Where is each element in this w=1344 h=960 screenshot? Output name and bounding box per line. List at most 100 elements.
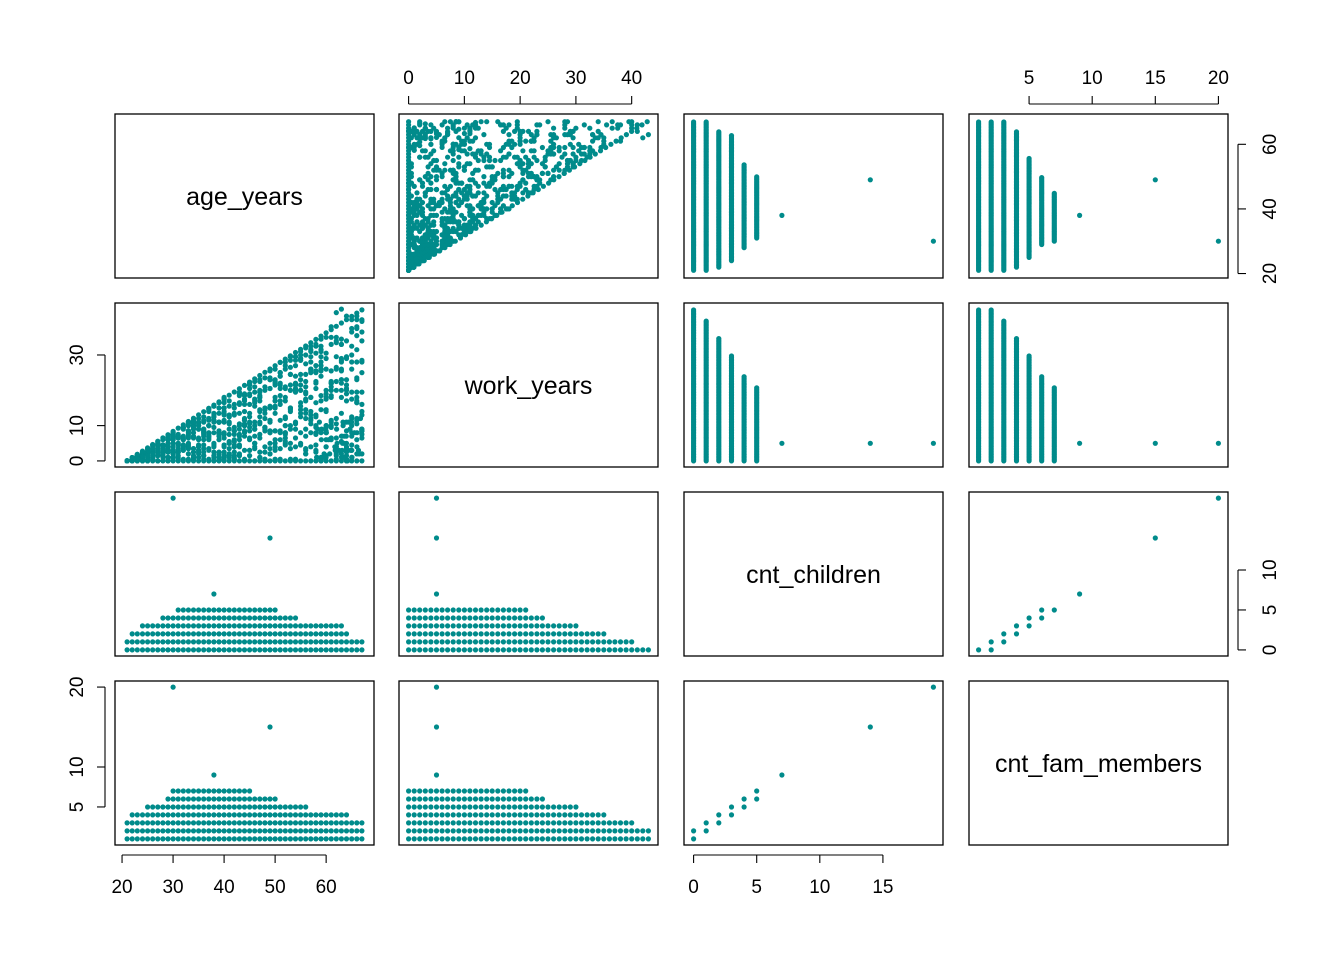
data-point bbox=[484, 647, 490, 653]
data-point bbox=[252, 458, 258, 464]
data-point bbox=[129, 820, 135, 826]
data-point bbox=[539, 615, 546, 621]
data-point bbox=[262, 607, 268, 613]
data-point bbox=[139, 631, 146, 637]
data-point bbox=[231, 631, 237, 637]
data-point bbox=[539, 804, 546, 810]
data-point bbox=[417, 196, 423, 202]
data-point bbox=[170, 458, 176, 464]
data-point bbox=[216, 431, 222, 437]
data-point bbox=[318, 407, 324, 413]
data-point bbox=[226, 836, 232, 842]
data-point bbox=[272, 647, 278, 653]
data-point bbox=[145, 812, 151, 818]
data-point bbox=[201, 437, 207, 443]
data-point bbox=[422, 121, 428, 127]
data-point bbox=[257, 836, 263, 842]
data-point bbox=[528, 190, 534, 196]
data-point bbox=[282, 384, 288, 390]
data-point bbox=[442, 161, 448, 167]
data-point bbox=[456, 828, 462, 834]
data-point bbox=[640, 135, 646, 141]
data-point bbox=[190, 647, 197, 653]
data-point bbox=[341, 454, 347, 460]
data-point bbox=[277, 639, 283, 645]
data-point bbox=[445, 238, 451, 244]
data-point bbox=[472, 119, 479, 126]
data-point bbox=[139, 836, 146, 842]
data-point bbox=[262, 410, 268, 416]
data-point bbox=[617, 828, 624, 834]
data-point bbox=[252, 639, 258, 645]
data-point bbox=[292, 623, 299, 629]
data-point bbox=[180, 796, 186, 802]
data-point bbox=[534, 836, 540, 842]
data-point bbox=[556, 836, 562, 842]
data-point bbox=[1215, 238, 1221, 244]
data-point bbox=[450, 607, 456, 613]
data-point bbox=[456, 135, 462, 141]
data-point bbox=[241, 623, 248, 629]
data-point bbox=[231, 836, 237, 842]
data-point bbox=[216, 399, 222, 405]
data-point bbox=[495, 623, 501, 629]
data-point bbox=[139, 639, 146, 645]
data-point bbox=[262, 639, 268, 645]
data-point bbox=[236, 607, 242, 613]
data-point bbox=[313, 431, 319, 437]
data-point bbox=[433, 623, 440, 629]
data-point bbox=[134, 828, 140, 834]
data-point bbox=[236, 458, 242, 464]
data-point bbox=[741, 796, 747, 802]
data-point bbox=[354, 389, 360, 395]
data-point bbox=[216, 449, 222, 455]
data-point bbox=[196, 804, 202, 810]
data-point bbox=[442, 183, 448, 189]
data-point bbox=[741, 804, 747, 810]
data-point bbox=[201, 788, 207, 794]
data-point bbox=[422, 126, 428, 132]
data-point bbox=[282, 458, 288, 464]
data-point bbox=[318, 836, 324, 842]
data-point bbox=[431, 148, 437, 154]
data-point bbox=[495, 804, 501, 810]
data-point bbox=[595, 631, 601, 637]
data-point bbox=[190, 458, 197, 464]
data-point bbox=[313, 647, 319, 653]
data-point bbox=[257, 387, 263, 393]
data-point bbox=[406, 836, 412, 842]
data-point bbox=[528, 820, 534, 826]
data-point bbox=[170, 796, 176, 802]
data-point bbox=[517, 623, 523, 629]
data-point bbox=[277, 623, 283, 629]
panel-work_years-vs-cnt_fam_members bbox=[968, 302, 1229, 468]
data-point bbox=[287, 631, 293, 637]
data-point bbox=[500, 804, 506, 810]
data-point bbox=[196, 820, 202, 826]
data-point bbox=[779, 440, 785, 446]
data-point bbox=[523, 631, 529, 637]
data-point bbox=[531, 154, 537, 160]
data-point bbox=[539, 828, 546, 834]
data-point bbox=[313, 414, 319, 420]
data-point bbox=[247, 458, 253, 464]
data-point bbox=[338, 380, 344, 386]
data-point bbox=[247, 401, 253, 407]
data-point bbox=[221, 458, 227, 464]
data-point bbox=[431, 219, 437, 225]
data-point bbox=[573, 125, 579, 131]
data-point bbox=[155, 438, 161, 444]
data-point bbox=[180, 444, 186, 450]
data-point bbox=[145, 623, 151, 629]
data-point bbox=[298, 442, 304, 448]
data-point bbox=[272, 607, 278, 613]
data-point bbox=[343, 338, 350, 344]
data-point bbox=[556, 828, 562, 834]
data-point bbox=[333, 421, 339, 427]
data-point bbox=[252, 426, 258, 432]
data-point bbox=[325, 437, 332, 443]
data-point bbox=[201, 409, 207, 415]
panel-work_years-vs-cnt_children bbox=[683, 302, 944, 468]
data-point bbox=[406, 647, 412, 653]
